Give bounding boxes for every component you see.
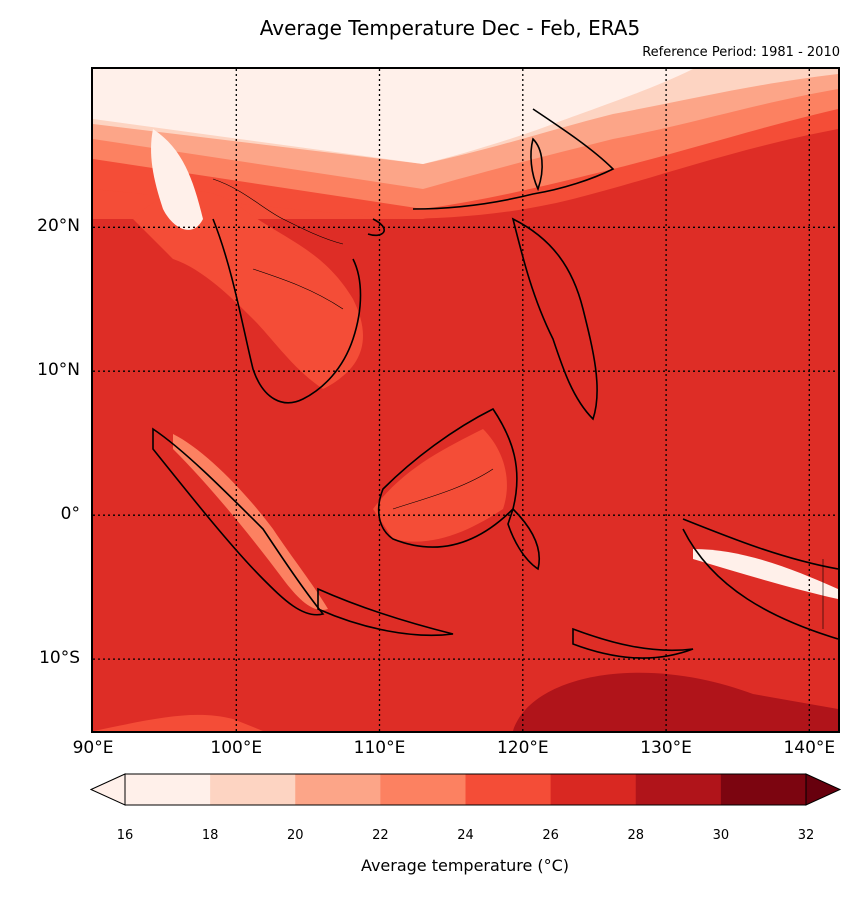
x-tick-label: 130°E (640, 738, 692, 758)
colorbar (90, 773, 842, 806)
map-plot-area (91, 67, 840, 733)
colorbar-extend-high (805, 773, 842, 806)
chart-title: Average Temperature Dec - Feb, ERA5 (259, 16, 641, 40)
colorbar-bin (125, 774, 211, 805)
colorbar-bin (295, 774, 381, 805)
colorbar-bin (465, 774, 552, 805)
chart-subtitle: Reference Period: 1981 - 2010 (642, 45, 840, 60)
colorbar-tick-label: 26 (542, 828, 559, 843)
borneo-interior (373, 429, 507, 542)
colorbar-tick-label: 20 (286, 828, 304, 843)
x-tick-label: 120°E (496, 738, 549, 758)
colorbar-bin (380, 774, 466, 805)
colorbar-tick-label: 28 (627, 828, 645, 843)
y-tick-label: 10°N (37, 360, 80, 381)
colorbar-bin (720, 774, 807, 805)
new-guinea-highlands (693, 549, 838, 599)
y-tick-label: 0° (60, 504, 80, 525)
x-tick-label: 90°E (72, 738, 114, 758)
colorbar-tick-label: 32 (797, 828, 815, 843)
band-28-30 (513, 672, 838, 731)
x-tick-label: 140°E (783, 738, 836, 758)
colorbar-extend-low (90, 773, 126, 806)
colorbar-label: Average temperature (°C) (360, 856, 570, 875)
colorbar-bin (550, 774, 637, 805)
colorbar-bin (210, 774, 296, 805)
x-tick-label: 100°E (210, 738, 263, 758)
colorbar-tick-label: 18 (201, 828, 219, 843)
colorbar-border (124, 773, 807, 806)
y-tick-label: 10°S (39, 648, 80, 669)
x-tick-label: 110°E (353, 738, 406, 758)
colorbar-tick-label: 30 (712, 828, 730, 843)
gridlines (93, 69, 838, 731)
colorbar-tick-label: 24 (457, 828, 474, 843)
band-16-18 (93, 69, 693, 164)
colorbar-tick-label: 22 (372, 828, 389, 843)
indochina-land (133, 190, 363, 389)
temperature-map (93, 69, 838, 731)
myanmar-highlands (151, 129, 203, 230)
coastlines (152, 108, 838, 659)
colorbar-bin (635, 774, 722, 805)
y-tick-label: 20°N (37, 216, 80, 237)
colorbar-tick-label: 16 (116, 828, 134, 843)
southwest-strip (93, 714, 263, 731)
